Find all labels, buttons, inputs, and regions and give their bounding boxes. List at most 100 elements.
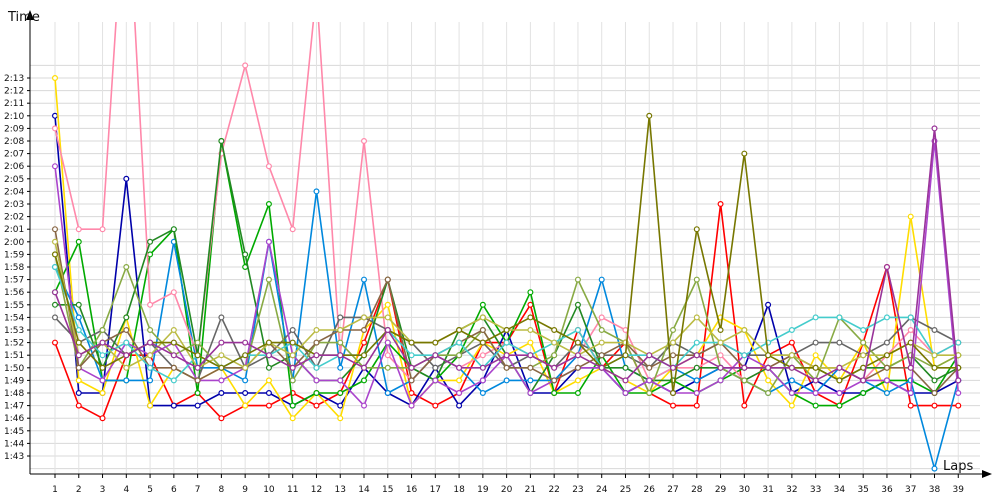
data-point — [456, 339, 463, 346]
data-point — [147, 339, 154, 346]
data-point — [218, 138, 225, 145]
data-point — [456, 327, 463, 334]
data-point — [788, 402, 795, 409]
y-tick-label: 1:44 — [4, 439, 24, 449]
data-point — [337, 415, 344, 422]
data-point — [51, 264, 58, 271]
data-point — [741, 402, 748, 409]
data-point — [931, 125, 938, 132]
y-tick-label: 2:11 — [4, 99, 24, 109]
data-point — [384, 352, 391, 359]
data-point — [170, 364, 177, 371]
x-tick-label: 34 — [834, 485, 846, 495]
data-point — [218, 377, 225, 384]
data-point — [788, 352, 795, 359]
data-point — [574, 377, 581, 384]
data-point — [194, 390, 201, 397]
data-point — [170, 226, 177, 233]
y-tick-label: 1:49 — [4, 376, 24, 386]
data-point — [99, 226, 106, 233]
data-point — [860, 339, 867, 346]
y-tick-label: 2:07 — [4, 150, 24, 160]
data-point — [907, 327, 914, 334]
data-point — [574, 276, 581, 283]
data-point — [170, 327, 177, 334]
data-point — [75, 314, 82, 321]
data-point — [170, 402, 177, 409]
data-point — [670, 390, 677, 397]
y-tick-label: 1:51 — [4, 351, 24, 361]
data-point — [836, 364, 843, 371]
data-point — [479, 339, 486, 346]
x-tick-label: 27 — [667, 485, 678, 495]
data-point — [432, 402, 439, 409]
data-point — [265, 201, 272, 208]
data-point — [741, 352, 748, 359]
data-point — [75, 402, 82, 409]
data-point — [456, 352, 463, 359]
tick-labels: 1:43 1:44 1:45 1:46 1:47 1:48 1:49 1:50 1:51 1:52… — [4, 74, 964, 495]
data-point — [765, 377, 772, 384]
data-point — [289, 364, 296, 371]
data-point — [527, 377, 534, 384]
data-point — [907, 364, 914, 371]
data-point — [51, 226, 58, 233]
data-point — [337, 352, 344, 359]
data-point — [693, 390, 700, 397]
data-point — [147, 402, 154, 409]
data-point — [337, 327, 344, 334]
data-point — [361, 364, 368, 371]
x-tick-label: 37 — [905, 485, 916, 495]
y-tick-label: 2:09 — [4, 124, 24, 134]
data-point — [812, 364, 819, 371]
data-point — [479, 327, 486, 334]
data-point — [170, 339, 177, 346]
data-point — [812, 352, 819, 359]
data-point — [551, 364, 558, 371]
data-point — [289, 327, 296, 334]
data-point — [147, 238, 154, 245]
y-axis-arrow — [26, 10, 34, 20]
data-point — [503, 364, 510, 371]
data-point — [479, 314, 486, 321]
data-point — [741, 377, 748, 384]
data-point — [265, 377, 272, 384]
data-point — [788, 339, 795, 346]
data-point — [51, 112, 58, 119]
data-point — [479, 390, 486, 397]
data-point — [883, 390, 890, 397]
data-point — [361, 339, 368, 346]
data-point — [527, 352, 534, 359]
data-point — [194, 377, 201, 384]
data-point — [75, 377, 82, 384]
x-tick-label: 5 — [147, 485, 153, 495]
data-point — [289, 402, 296, 409]
data-point — [147, 377, 154, 384]
data-point — [51, 251, 58, 258]
data-point — [337, 339, 344, 346]
data-point — [788, 327, 795, 334]
data-point — [646, 377, 653, 384]
data-point — [242, 390, 249, 397]
x-tick-label: 14 — [358, 485, 370, 495]
data-point — [75, 364, 82, 371]
data-point — [337, 390, 344, 397]
data-point — [147, 352, 154, 359]
data-point — [432, 377, 439, 384]
data-point — [123, 364, 130, 371]
data-point — [337, 402, 344, 409]
y-tick-label: 1:50 — [4, 364, 24, 374]
data-point — [432, 364, 439, 371]
x-tick-label: 20 — [501, 485, 513, 495]
data-point — [194, 402, 201, 409]
data-point — [289, 352, 296, 359]
x-tick-label: 26 — [644, 485, 656, 495]
data-point — [812, 339, 819, 346]
data-point — [384, 314, 391, 321]
data-point — [123, 352, 130, 359]
data-point — [218, 314, 225, 321]
data-point — [51, 163, 58, 170]
x-tick-label: 13 — [335, 485, 346, 495]
data-point — [622, 364, 629, 371]
